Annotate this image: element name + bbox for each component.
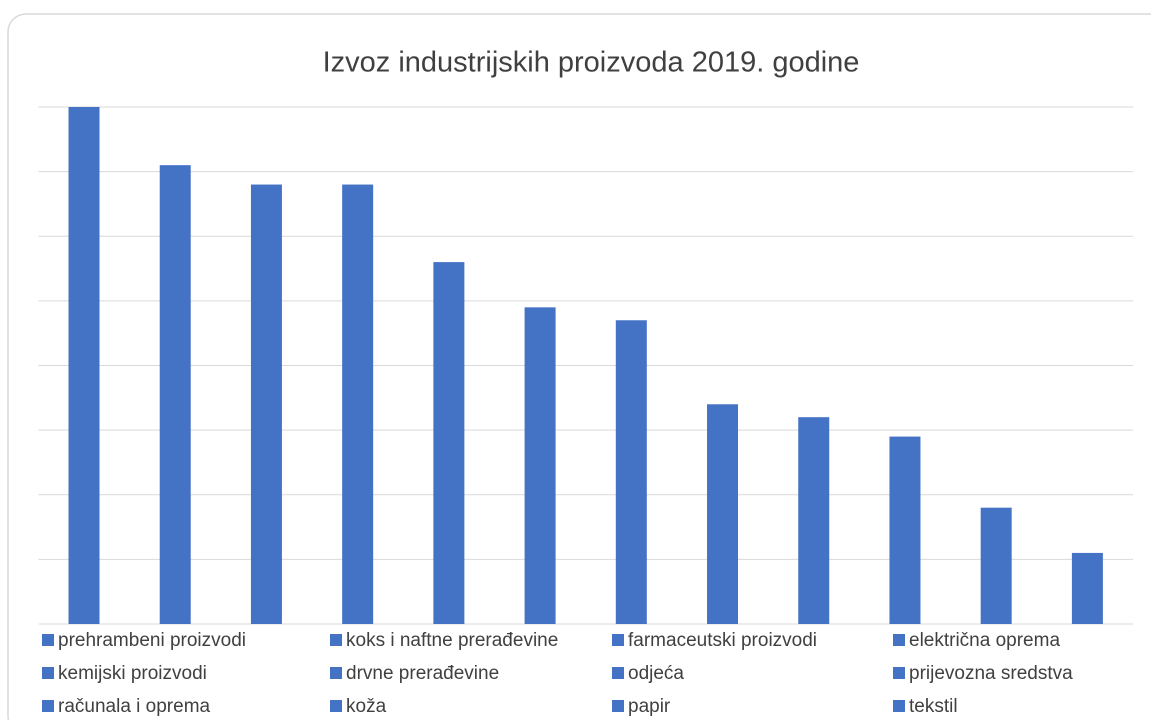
legend-swatch <box>893 700 905 712</box>
bar <box>433 262 465 624</box>
legend-label: električna oprema <box>909 630 1060 651</box>
legend-label: koks i naftne prerađevine <box>346 630 558 651</box>
chart-frame <box>7 13 1151 725</box>
legend-label: prijevozna sredstva <box>909 663 1073 684</box>
legend-swatch <box>42 634 54 646</box>
legend-label: računala i oprema <box>58 696 211 717</box>
bar <box>980 507 1012 624</box>
bar <box>889 436 921 624</box>
bar <box>159 165 191 624</box>
legend-swatch <box>42 700 54 712</box>
legend-label: tekstil <box>909 696 958 717</box>
legend-label: odjeća <box>628 663 684 684</box>
legend-label: drvne prerađevine <box>346 663 499 684</box>
legend-swatch <box>330 634 342 646</box>
legend-swatch <box>612 667 624 679</box>
chart-title: Izvoz industrijskih proizvoda 2019. godi… <box>323 47 860 79</box>
bar <box>250 184 282 625</box>
legend-label: farmaceutski proizvodi <box>628 630 817 651</box>
legend-swatch <box>893 667 905 679</box>
bar <box>524 307 556 624</box>
legend-swatch <box>612 634 624 646</box>
legend-label: koža <box>346 696 387 717</box>
bar <box>1071 552 1103 624</box>
legend-swatch <box>893 634 905 646</box>
bar <box>615 320 647 624</box>
legend-label: prehrambeni proizvodi <box>58 630 246 651</box>
bar <box>707 404 739 624</box>
legend-swatch <box>42 667 54 679</box>
legend-label: kemijski proizvodi <box>58 663 207 684</box>
bar <box>798 417 830 624</box>
legend-label: papir <box>628 696 671 717</box>
bar <box>68 107 100 624</box>
legend-swatch <box>330 667 342 679</box>
legend-swatch <box>612 700 624 712</box>
bar <box>342 184 374 625</box>
legend-swatch <box>330 700 342 712</box>
